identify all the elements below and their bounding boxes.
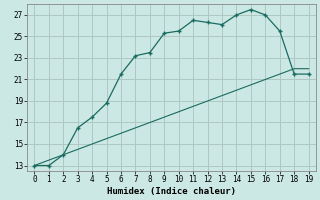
X-axis label: Humidex (Indice chaleur): Humidex (Indice chaleur) <box>107 187 236 196</box>
